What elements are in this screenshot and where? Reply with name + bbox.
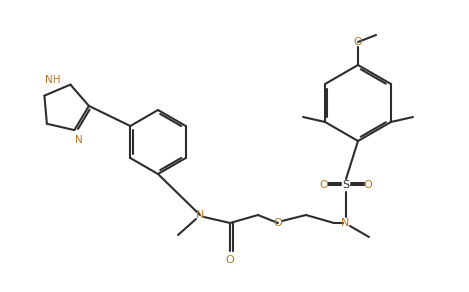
Text: N: N — [75, 135, 83, 145]
Text: O: O — [363, 180, 372, 190]
Text: O: O — [226, 255, 234, 265]
Text: N: N — [341, 218, 349, 228]
Text: O: O — [354, 37, 363, 47]
Text: NH: NH — [45, 75, 61, 85]
Text: N: N — [196, 210, 204, 220]
Text: S: S — [342, 180, 349, 190]
Text: O: O — [273, 218, 282, 228]
Text: O: O — [320, 180, 328, 190]
